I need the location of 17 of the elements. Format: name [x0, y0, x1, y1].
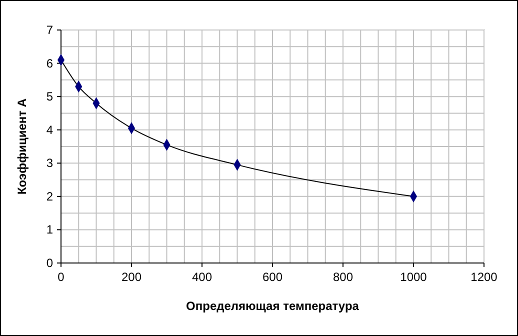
y-tick-label: 0 — [46, 256, 54, 270]
x-tick-label: 200 — [121, 270, 142, 284]
y-tick-label: 6 — [46, 56, 54, 70]
x-tick-label: 1200 — [470, 270, 498, 284]
x-tick-label: 800 — [332, 270, 354, 284]
x-tick-label: 1000 — [400, 270, 428, 284]
x-tick-label: 0 — [58, 270, 65, 284]
x-tick-label: 400 — [192, 270, 212, 284]
x-axis-title: Определяющая температура — [186, 299, 360, 313]
y-tick-label: 3 — [46, 156, 54, 170]
y-axis-title: Коэффициент A — [15, 98, 29, 195]
x-tick-label: 600 — [262, 270, 283, 284]
y-tick-label: 1 — [46, 222, 54, 237]
y-tick-label: 7 — [46, 23, 54, 37]
y-tick-label: 4 — [46, 122, 54, 137]
y-tick-label: 5 — [46, 90, 54, 104]
y-tick-label: 2 — [46, 189, 54, 204]
